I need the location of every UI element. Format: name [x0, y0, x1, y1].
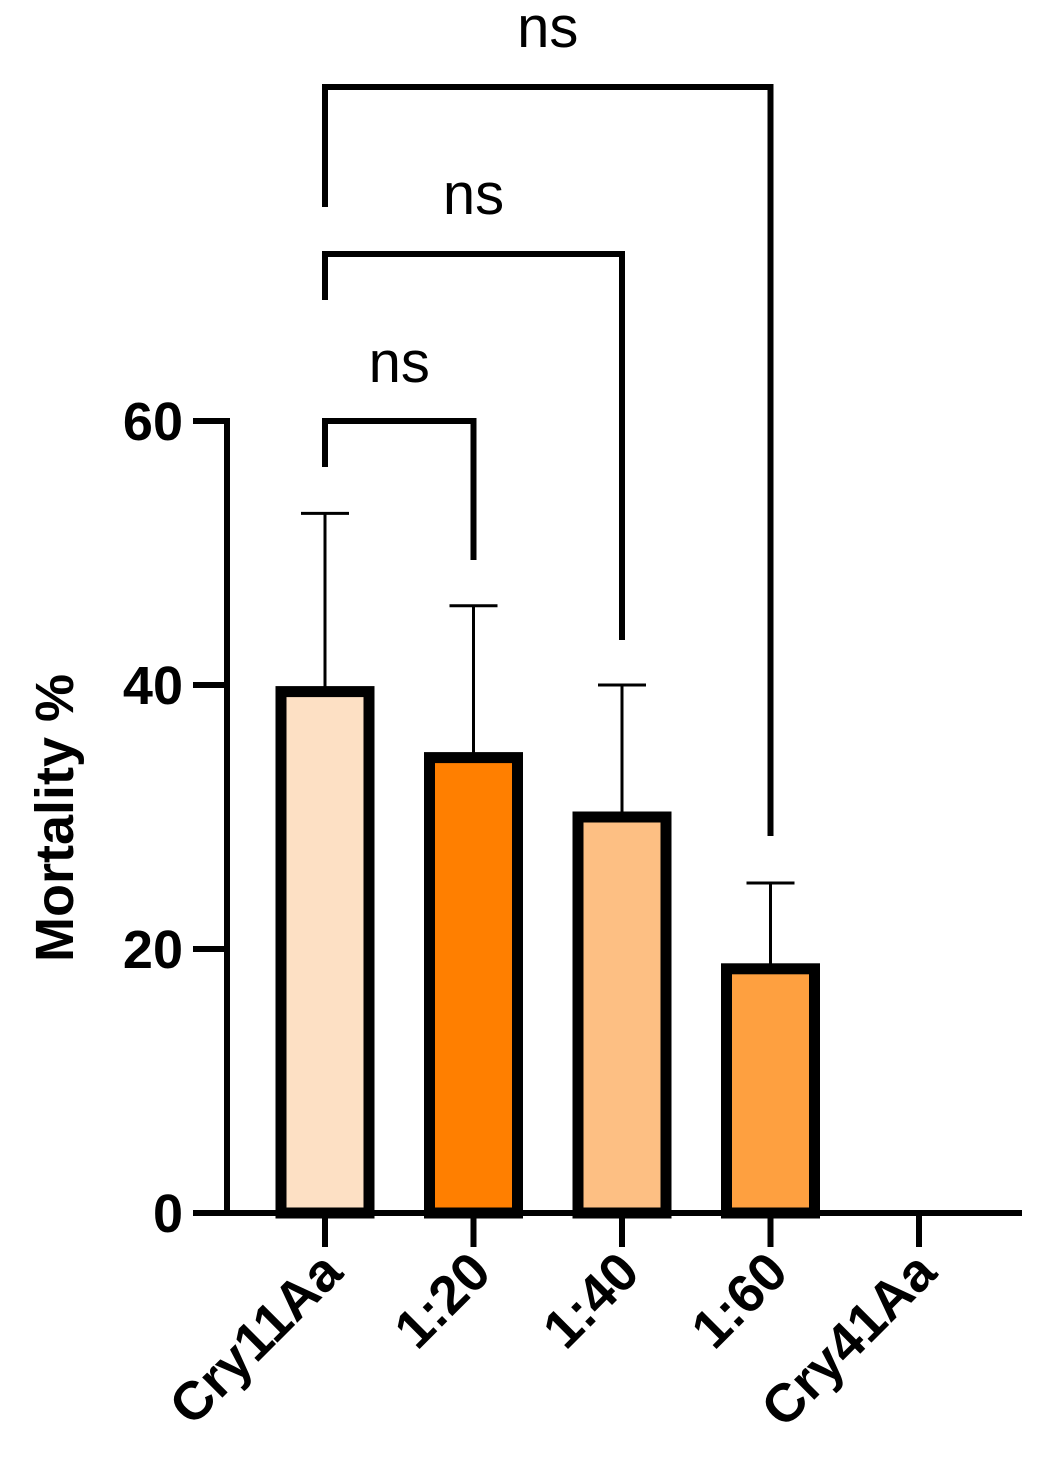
x-tick-label-0: Cry11Aa [158, 1240, 354, 1436]
x-tick-label-2: 1:40 [532, 1241, 651, 1360]
bars [275, 686, 820, 1219]
bar-1-60 [721, 963, 820, 1219]
bracket-label-1: ns [443, 162, 504, 227]
y-axis-title: Mortality % [25, 674, 85, 962]
bracket-1 [322, 251, 625, 640]
bracket-0 [322, 418, 477, 560]
bar-cry11aa [275, 686, 375, 1219]
y-tick-label-20: 20 [123, 920, 183, 980]
y-tick-label-60: 60 [123, 392, 183, 452]
x-tick-label-1: 1:20 [383, 1241, 502, 1360]
significance-brackets: ns ns ns [322, 0, 774, 836]
error-bars [301, 511, 795, 969]
bracket-label-0: ns [369, 330, 430, 395]
bracket-2 [322, 84, 774, 836]
y-tick-label-40: 40 [123, 656, 183, 716]
y-ticks: 0 20 40 60 [123, 392, 227, 1244]
bracket-label-2: ns [517, 0, 578, 60]
x-tick-label-3: 1:60 [680, 1241, 799, 1360]
bar-1-40 [572, 811, 672, 1219]
bar-1-20 [424, 752, 523, 1219]
y-tick-label-0: 0 [153, 1184, 183, 1244]
